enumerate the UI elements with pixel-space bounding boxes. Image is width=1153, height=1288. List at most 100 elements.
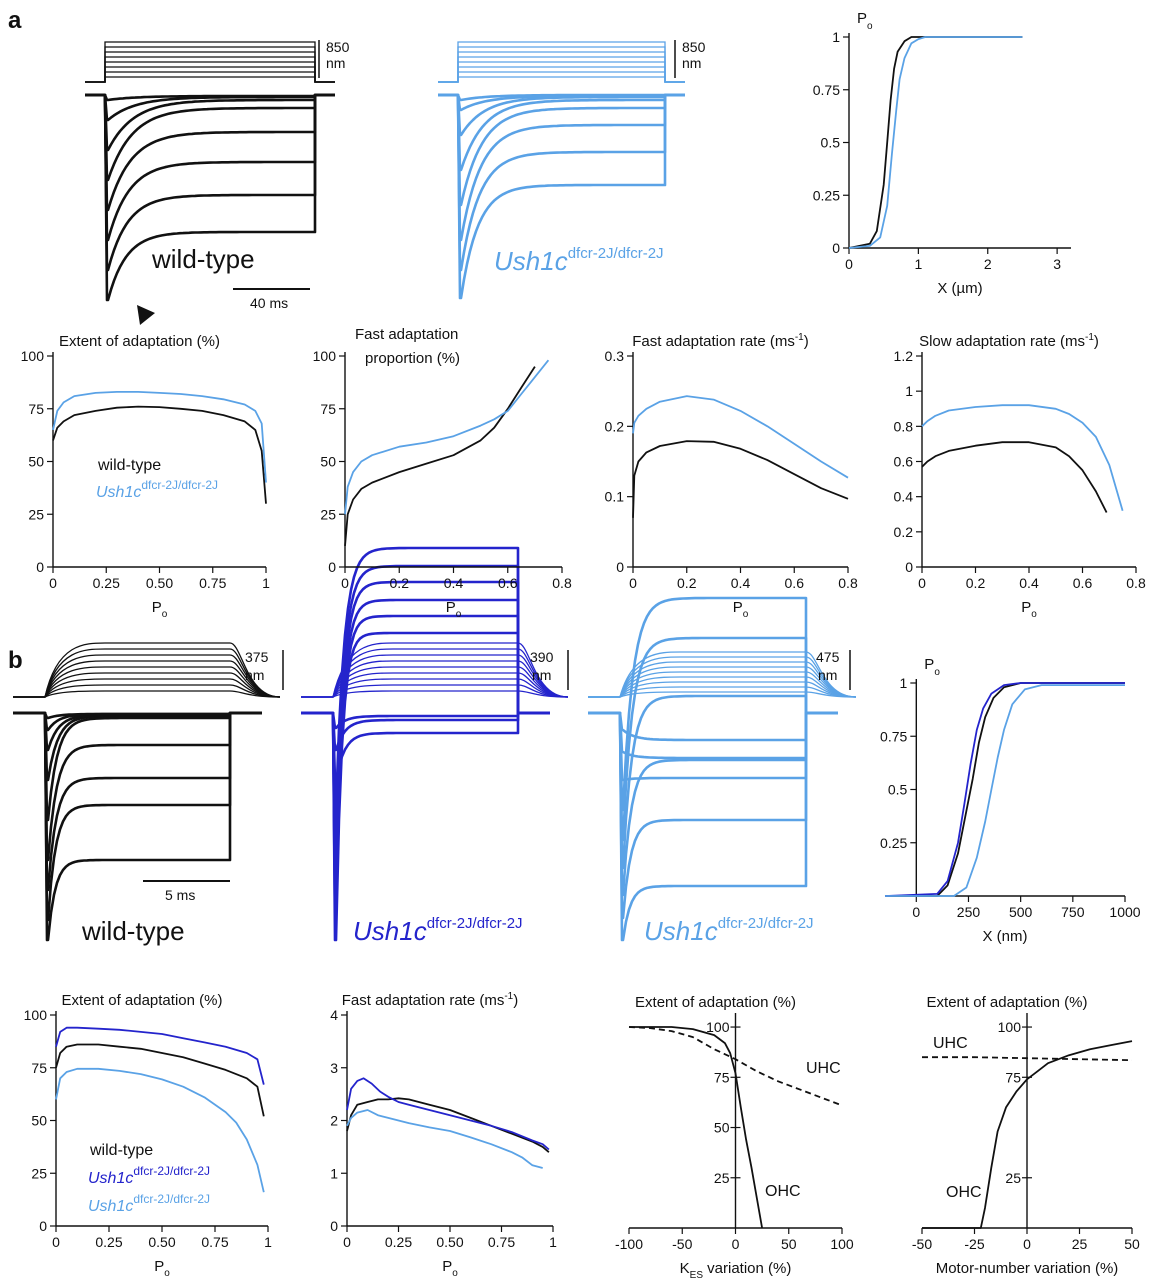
stimulus-trace <box>13 654 281 698</box>
x-tick-label: 750 <box>1061 904 1085 920</box>
x-tick-label: 0 <box>918 575 926 591</box>
chart-a-fastrate: 0 0.1 0.2 0.3 0 0.2 0.4 0.6 0.8 Fast adaptation r… <box>605 332 858 620</box>
current-trace <box>301 631 550 942</box>
y-tick-label: 0 <box>39 1218 47 1234</box>
y-tick-label: 0 <box>905 559 913 575</box>
current-trace <box>301 564 550 840</box>
current-trace <box>301 711 550 782</box>
y-tick-label: 75 <box>28 401 44 417</box>
x-tick-label: 0.50 <box>146 575 173 591</box>
traces-b-wild-type <box>13 642 281 942</box>
y-tick-label: 75 <box>320 401 336 417</box>
x-tick-label: -50 <box>672 1236 692 1252</box>
scale-label-disp-b2: 390 <box>530 649 554 665</box>
stimulus-trace <box>85 56 335 83</box>
panel-label-a: a <box>8 7 22 34</box>
current-trace <box>13 711 262 862</box>
current-trace <box>13 711 262 822</box>
current-trace <box>588 596 838 812</box>
series-line <box>632 440 849 518</box>
x-tick-label: 1 <box>914 256 922 272</box>
x-axis-label: Motor-number variation (%) <box>936 1260 1119 1277</box>
x-axis-label: Po <box>733 599 749 620</box>
label-uhc-motor: UHC <box>933 1035 968 1052</box>
label-mutant-b-dark: Ush1cdfcr-2J/dfcr-2J <box>353 915 523 946</box>
series-line <box>922 1040 1133 1229</box>
y-tick-label: 50 <box>28 454 44 470</box>
series-line <box>628 1026 843 1107</box>
chart-a-fastprop: 0 25 50 75 100 0 0.2 0.4 0.6 0.8 Fast adaptation pr… <box>313 326 572 620</box>
x-tick-label: 0 <box>49 575 57 591</box>
x-tick-label: 0.6 <box>785 575 805 591</box>
legend-a-wild-type: wild-type <box>97 457 161 474</box>
y-tick-label: 50 <box>31 1113 47 1129</box>
scale-label-disp-a2: 850 <box>682 39 706 55</box>
x-tick-label: 0.8 <box>838 575 858 591</box>
x-tick-label: 0 <box>52 1234 60 1250</box>
traces-a-wild-type <box>85 41 335 302</box>
current-trace <box>438 93 685 207</box>
current-trace <box>588 636 838 842</box>
current-trace <box>13 711 262 942</box>
x-tick-label: 0.50 <box>148 1234 175 1250</box>
scale-label-time-a: 40 ms <box>250 295 288 311</box>
current-trace <box>438 93 685 242</box>
stimulus-trace <box>13 660 281 698</box>
x-axis-label: Po <box>154 1258 170 1279</box>
current-trace <box>588 711 838 760</box>
x-tick-label: 0.4 <box>1019 575 1039 591</box>
y-tick-label: 0.2 <box>894 524 914 540</box>
x-tick-label: 0.6 <box>498 575 518 591</box>
legend-b-mutant-light: Ush1cdfcr-2J/dfcr-2J <box>88 1192 210 1215</box>
y-tick-label: 0 <box>36 559 44 575</box>
series-line <box>921 441 1108 513</box>
series-line <box>346 1097 550 1153</box>
x-tick-label: 0 <box>343 1234 351 1250</box>
y-tick-label: 0.8 <box>894 418 914 434</box>
label-mutant-a: Ush1cdfcr-2J/dfcr-2J <box>494 245 664 276</box>
label-wild-type-a: wild-type <box>151 244 255 274</box>
y-tick-label: 0.25 <box>880 835 907 851</box>
current-trace <box>588 694 838 870</box>
current-trace <box>13 711 262 922</box>
series-line <box>344 359 550 515</box>
x-tick-label: 0.25 <box>93 575 120 591</box>
stimulus-trace <box>13 690 281 698</box>
series-line <box>346 1109 543 1169</box>
scale-unit-a2: nm <box>682 55 701 71</box>
y-tick-label: 0.2 <box>605 418 625 434</box>
current-trace <box>588 711 838 742</box>
current-trace <box>301 614 550 920</box>
y-tick-label: 0 <box>328 559 336 575</box>
x-tick-label: -50 <box>912 1236 932 1252</box>
y-tick-label: 0.75 <box>880 728 907 744</box>
y-tick-label: 0.25 <box>813 187 840 203</box>
x-tick-label: 0.8 <box>552 575 572 591</box>
legend-b-wild-type: wild-type <box>89 1142 153 1159</box>
chart-a-po-x: 0 0.25 0.5 0.75 1 0 1 2 3 Po X (µm) <box>813 10 1071 297</box>
y-tick-label: 50 <box>320 454 336 470</box>
series-line <box>885 684 1125 897</box>
x-tick-label: 1000 <box>1109 904 1140 920</box>
series-line <box>344 366 536 546</box>
x-tick-label: 0.2 <box>966 575 986 591</box>
x-tick-label: 0.25 <box>385 1234 412 1250</box>
y-tick-label: 50 <box>714 1120 730 1136</box>
y-tick-label: 0 <box>832 240 840 256</box>
chart-title: Fast adaptation <box>355 326 458 343</box>
x-tick-label: 0.2 <box>677 575 697 591</box>
stimulus-trace <box>438 66 685 83</box>
current-trace <box>301 711 550 752</box>
x-tick-label: 0.75 <box>488 1234 515 1250</box>
y-tick-label: 1.2 <box>894 348 914 364</box>
x-tick-label: 1 <box>549 1234 557 1250</box>
y-tick-label: 3 <box>330 1060 338 1076</box>
label-mutant-b-light: Ush1cdfcr-2J/dfcr-2J <box>644 915 814 946</box>
series-line <box>52 405 267 504</box>
chart-b-motor: 25 75 100 -50 -25 0 25 50 Extent of adaptation (… <box>912 994 1140 1277</box>
series-line <box>884 682 1125 897</box>
chart-b-kes: 25 50 75 100 -100 -50 0 50 100 Extent of adaptati… <box>615 994 854 1281</box>
chart-b-po-x: 0.25 0.5 0.75 1 0 250 500 750 1000 Po X (nm) <box>880 656 1141 945</box>
